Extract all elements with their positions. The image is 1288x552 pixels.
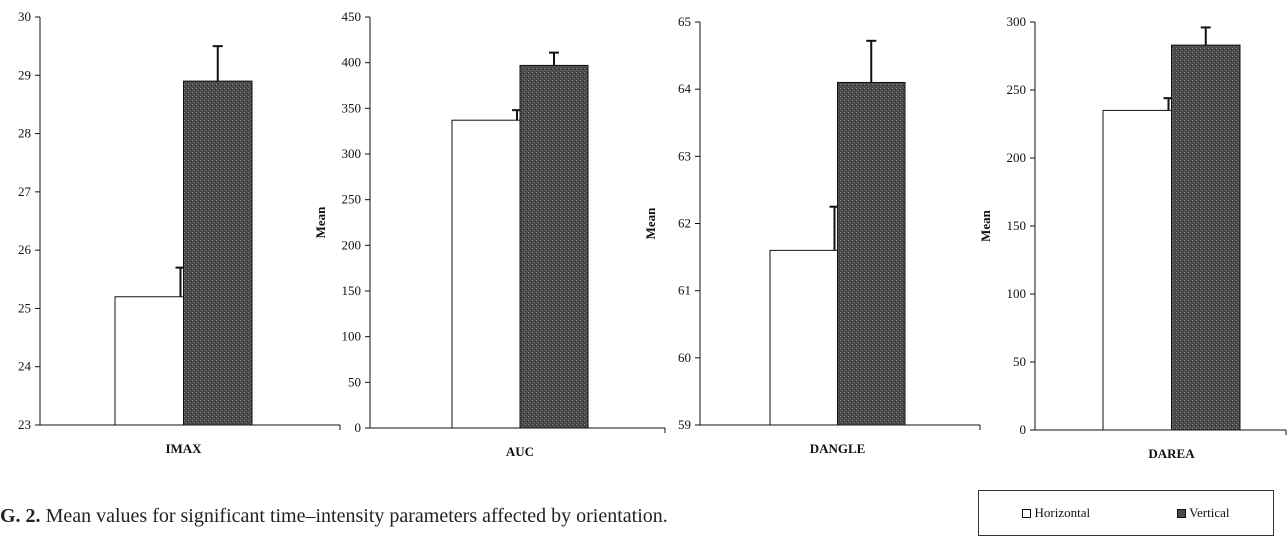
darea-bar-horizontal (1102, 109, 1172, 431)
dangle-y-tick-label: 63 (678, 148, 691, 163)
darea-y-axis-label: Mean (978, 209, 993, 242)
dangle-y-tick-label: 60 (678, 350, 691, 365)
imax-category-label: IMAX (165, 441, 202, 456)
auc-y-tick-label: 200 (342, 237, 362, 252)
darea-y-tick-label: 50 (1013, 354, 1026, 369)
imax-y-tick-label: 25 (18, 300, 31, 315)
darea-y-tick-label: 0 (1020, 422, 1027, 437)
dangle-bar-horizontal (769, 249, 838, 426)
imax-bar-vertical (183, 80, 253, 426)
caption-text: Mean values for significant time–intensi… (40, 505, 668, 527)
auc-bar-vertical (519, 64, 589, 429)
legend-item-vertical: Vertical (1177, 505, 1229, 521)
figure: 23 24 25 26 27 28 29 30 Mean IMAX 0 50 100 150 200 250 3… (18, 9, 1287, 461)
imax-y-tick-label: 26 (18, 242, 32, 257)
imax-y-tick-label: 24 (18, 359, 32, 374)
darea-y-tick-label: 150 (1007, 218, 1027, 233)
auc-y-tick-label: 450 (342, 9, 362, 24)
imax-y-tick-label: 30 (18, 9, 31, 24)
dangle-y-tick-label: 64 (678, 81, 692, 96)
legend-label-horizontal: Horizontal (1034, 505, 1091, 520)
dangle-y-axis-label: Mean (643, 207, 658, 240)
dangle-y-tick-label: 59 (678, 417, 691, 432)
auc-y-tick-label: 400 (342, 55, 362, 70)
legend-label-vertical: Vertical (1189, 505, 1230, 520)
auc-bar-horizontal (451, 119, 521, 429)
darea-y-tick-label: 300 (1007, 14, 1027, 29)
auc-y-tick-label: 250 (342, 192, 362, 207)
legend: Horizontal Vertical (978, 490, 1274, 536)
darea-y-tick-label: 200 (1007, 150, 1027, 165)
imax-y-tick-label: 28 (18, 126, 31, 141)
dangle-y-tick-label: 61 (678, 283, 691, 298)
darea-bar-vertical (1171, 44, 1241, 431)
imax-y-tick-label: 23 (18, 417, 31, 432)
auc-category-label: AUC (506, 444, 534, 459)
dangle-y-tick-label: 65 (678, 14, 691, 29)
dangle-y-tick-label: 62 (678, 216, 691, 231)
dangle-bar-vertical (837, 81, 906, 426)
auc-y-tick-label: 150 (342, 283, 362, 298)
imax-y-tick-label: 29 (18, 67, 31, 82)
dangle-category-label: DANGLE (810, 441, 866, 456)
vertical-swatch-icon (1177, 508, 1187, 518)
imax-y-tick-label: 27 (18, 184, 32, 199)
caption-label: G. 2. (0, 505, 41, 527)
horizontal-swatch-icon (1022, 508, 1032, 518)
auc-y-tick-label: 300 (342, 146, 362, 161)
auc-y-tick-label: 0 (355, 420, 362, 435)
imax-bar-horizontal (114, 296, 184, 426)
auc-y-tick-label: 350 (342, 100, 362, 115)
auc-y-tick-label: 100 (342, 329, 362, 344)
legend-item-horizontal: Horizontal (1022, 505, 1090, 521)
auc-y-tick-label: 50 (348, 374, 361, 389)
darea-category-label: DAREA (1148, 446, 1195, 461)
auc-y-axis-label: Mean (313, 206, 328, 239)
figure-caption: G. 2. Mean values for significant time–i… (0, 505, 940, 545)
darea-y-tick-label: 100 (1007, 286, 1027, 301)
darea-y-tick-label: 250 (1007, 82, 1027, 97)
